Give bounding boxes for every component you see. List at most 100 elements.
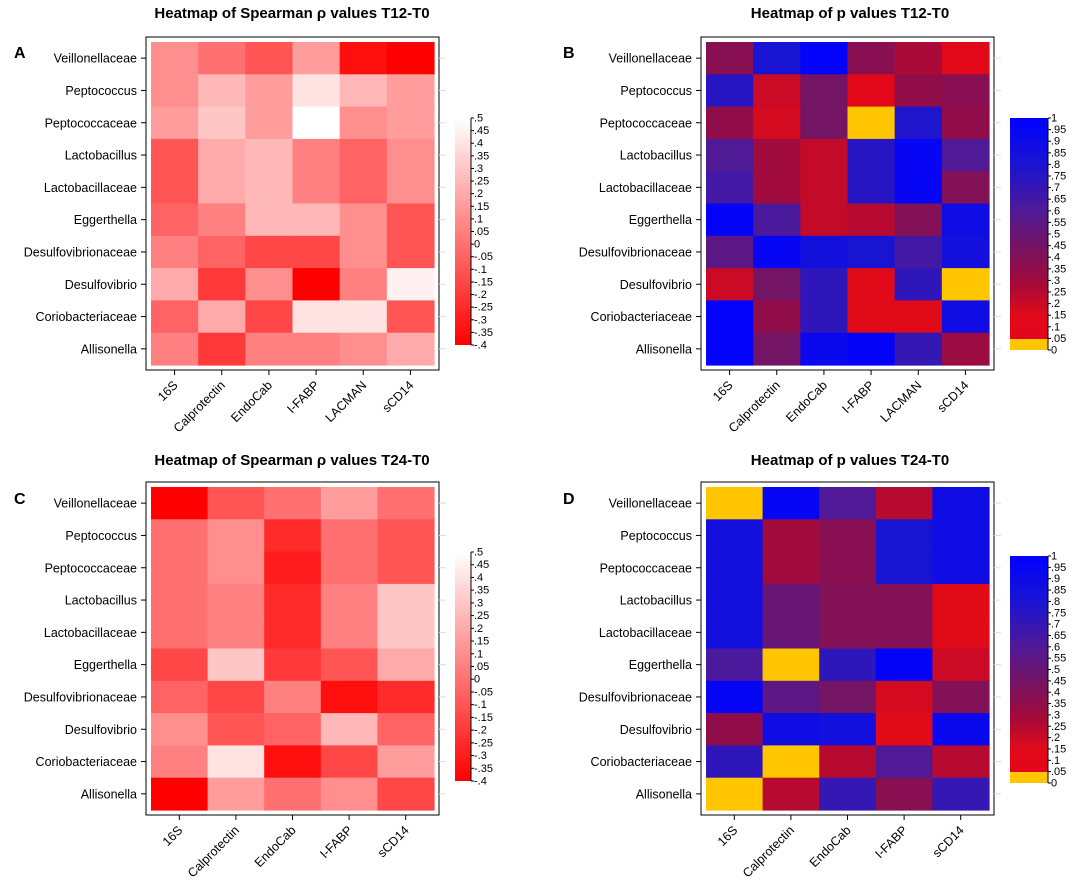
- row-label: Veillonellaceae: [54, 52, 137, 66]
- row-label: Allisonella: [81, 787, 137, 801]
- heatmap-cell: [339, 106, 388, 140]
- heatmap-cell: [377, 487, 435, 520]
- chart-title: Heatmap of p values T12-T0: [751, 5, 949, 22]
- colorbar-tick-label: .1: [474, 213, 483, 225]
- heatmap-cell: [245, 74, 294, 108]
- heatmap-cell: [941, 235, 990, 269]
- heatmap-cell: [339, 332, 388, 366]
- heatmap-cell: [800, 332, 849, 366]
- row-label: Peptococcus: [620, 529, 692, 543]
- colorbar-tick-label: .6: [1051, 641, 1060, 653]
- heatmap-cell: [706, 616, 764, 650]
- heatmap-cell: [264, 583, 322, 617]
- heatmap-cell: [207, 648, 265, 682]
- heatmap-cell: [207, 680, 265, 714]
- heatmap-cell: [339, 171, 388, 205]
- heatmap-cell: [292, 74, 341, 108]
- colorbar-tick-label: .45: [1051, 675, 1066, 687]
- heatmap-cell: [762, 745, 820, 779]
- heatmap-cell: [800, 300, 849, 334]
- heatmap-cell: [264, 616, 322, 650]
- colorbar-tick-label: -.05: [474, 251, 493, 263]
- row-label: Lactobacillus: [65, 594, 137, 608]
- heatmap-cell: [875, 551, 933, 585]
- heatmap-cell: [151, 138, 199, 172]
- heatmap-cell: [264, 680, 322, 714]
- heatmap-cell: [875, 616, 933, 650]
- heatmap-cell: [894, 300, 943, 334]
- heatmap-cell: [198, 171, 246, 205]
- row-label: Peptococcaceae: [45, 116, 137, 130]
- heatmap-cell: [819, 487, 877, 520]
- colorbar-tick-label: .6: [1051, 205, 1060, 217]
- heatmap-cell: [377, 713, 435, 746]
- colorbar-tick-label: .05: [474, 661, 489, 673]
- heatmap-cell: [377, 648, 435, 682]
- heatmap-cell: [377, 745, 435, 779]
- plot-frame: [700, 36, 995, 371]
- row-label: Veillonellaceae: [609, 52, 692, 66]
- colorbar: [1010, 556, 1048, 772]
- heatmap-cell: [941, 268, 990, 301]
- colorbar-tick-label: .3: [1051, 275, 1060, 287]
- colorbar-tick-label: .35: [474, 150, 489, 162]
- heatmap-cell: [292, 203, 341, 237]
- heatmap-cell: [151, 616, 209, 650]
- heatmap-cell: [320, 487, 378, 520]
- column-label: 16S: [155, 378, 181, 404]
- heatmap-panel-b: B Heatmap of p values T12-T0 Veillonellace…: [563, 5, 1066, 435]
- row-label: Coriobacteriaceae: [36, 755, 137, 769]
- colorbar-tick-label: 0: [474, 239, 480, 251]
- row-label: Coriobacteriaceae: [591, 310, 692, 324]
- heatmap-cell: [762, 648, 820, 682]
- heatmap-cell: [753, 203, 801, 237]
- heatmap-cell: [320, 680, 378, 714]
- colorbar-tick-label: -.4: [474, 776, 487, 788]
- heatmap-cell: [800, 268, 849, 301]
- heatmap-cell: [320, 648, 378, 682]
- heatmap-cell: [847, 42, 896, 75]
- heatmap-cell: [847, 300, 896, 334]
- colorbar-tick-label: .4: [1051, 687, 1060, 699]
- heatmap-cell: [753, 235, 801, 269]
- column-label: sCD14: [930, 823, 967, 860]
- heatmap-cell: [207, 519, 265, 553]
- heatmap-cell: [941, 300, 990, 334]
- panel-label: B: [563, 45, 575, 62]
- heatmap-cell: [819, 713, 877, 746]
- row-label: Lactobacillus: [65, 149, 137, 163]
- colorbar-tick-label: .3: [474, 163, 483, 175]
- heatmap-cell: [207, 713, 265, 746]
- colorbar-tick-label: -.2: [474, 289, 487, 301]
- column-label: Calprotectin: [740, 823, 797, 880]
- colorbar-tick-label: .45: [474, 125, 489, 137]
- colorbar-tick-label: -.1: [474, 264, 487, 276]
- heatmap-cell: [753, 171, 801, 205]
- column-label: LACMAN: [878, 378, 925, 425]
- colorbar-tick-label: .85: [1051, 147, 1066, 159]
- heatmap-cell: [753, 42, 801, 75]
- heatmap-cell: [762, 551, 820, 585]
- heatmap-cell: [151, 203, 199, 237]
- heatmap-cell: [339, 268, 388, 301]
- heatmap-cell: [198, 106, 246, 140]
- heatmap-cell: [875, 583, 933, 617]
- heatmap-cell: [151, 551, 209, 585]
- heatmap-cell: [706, 203, 754, 237]
- heatmap-cell: [800, 74, 849, 108]
- colorbar-tick-label: .3: [474, 597, 483, 609]
- row-label: Peptococcus: [65, 84, 137, 98]
- row-label: Allisonella: [636, 342, 692, 356]
- heatmap-cell: [706, 300, 754, 334]
- row-label: Lactobacillaceae: [599, 626, 692, 640]
- colorbar-tick-label: .25: [474, 176, 489, 188]
- row-label: Desulfovibrionaceae: [24, 245, 137, 259]
- colorbar-tick-label: .75: [1051, 607, 1066, 619]
- heatmap-cell: [819, 551, 877, 585]
- heatmap-cell: [706, 332, 754, 366]
- heatmap-cell: [292, 42, 341, 75]
- heatmap-cell: [264, 713, 322, 746]
- heatmap-cell: [292, 138, 341, 172]
- heatmap-cell: [339, 300, 388, 334]
- heatmap-cell: [377, 519, 435, 553]
